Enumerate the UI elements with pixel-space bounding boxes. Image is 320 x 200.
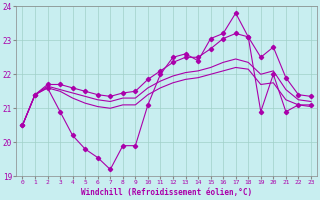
X-axis label: Windchill (Refroidissement éolien,°C): Windchill (Refroidissement éolien,°C)	[81, 188, 252, 197]
